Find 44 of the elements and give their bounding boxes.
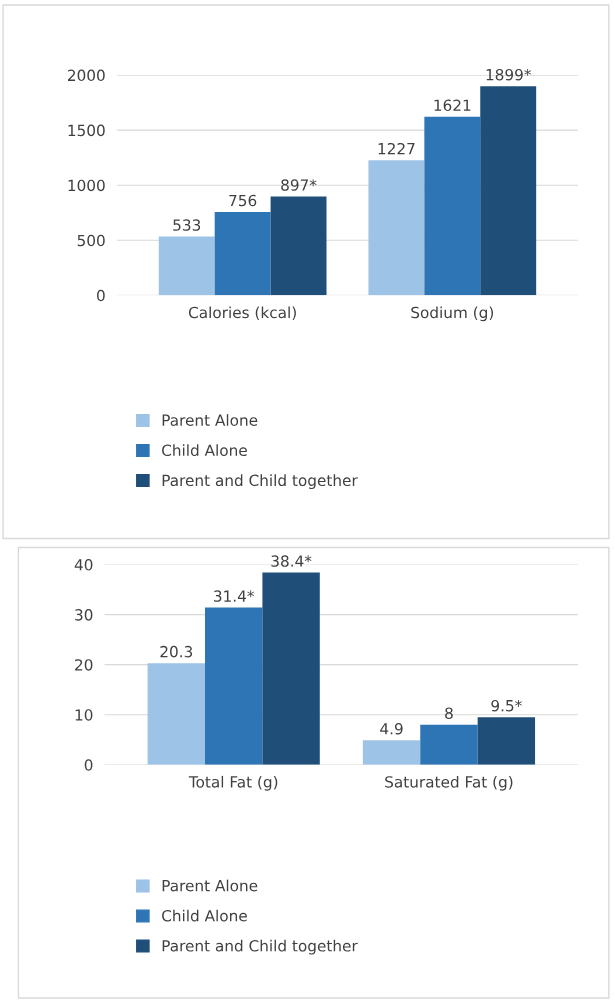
bar — [158, 236, 215, 296]
data-label: 9.5* — [491, 699, 522, 712]
y-tick-label: 20 — [75, 659, 93, 671]
x-tick-label: Calories (kcal) — [188, 306, 296, 321]
legend-label: Child Alone — [162, 909, 247, 922]
data-label: 4.9 — [380, 722, 403, 735]
data-label: 897* — [281, 179, 317, 191]
legend-label: Parent Alone — [162, 879, 258, 892]
y-tick-label: 0 — [97, 289, 105, 302]
y-tick-label: 30 — [75, 609, 93, 621]
data-label: 31.4* — [214, 590, 255, 602]
legend-label: Parent Alone — [162, 414, 258, 426]
legend-label: Parent and Child together — [162, 939, 358, 955]
y-tick-label: 2000 — [67, 69, 105, 82]
bar — [270, 196, 327, 296]
bar — [477, 717, 536, 765]
data-label: 20.3 — [160, 645, 193, 658]
data-label: 1227 — [378, 142, 415, 155]
y-tick-label: 500 — [77, 234, 105, 247]
legend-label: Child Alone — [162, 444, 247, 457]
legend-label: Parent and Child together — [162, 474, 358, 490]
bar — [214, 212, 271, 296]
y-tick-label: 10 — [75, 709, 93, 721]
bar — [262, 572, 320, 765]
bar — [147, 663, 205, 765]
data-label: 1621 — [434, 99, 471, 112]
x-tick-label: Saturated Fat (g) — [385, 775, 513, 791]
data-label: 533 — [173, 219, 201, 231]
bar — [424, 116, 481, 296]
bar — [420, 724, 478, 765]
y-tick-label: 1500 — [68, 124, 105, 137]
data-label: 1899* — [486, 68, 532, 81]
bar — [480, 86, 537, 296]
x-tick-label: Total Fat (g) — [188, 775, 278, 791]
data-label: 8 — [445, 707, 453, 719]
bar — [205, 607, 263, 765]
data-label: 756 — [229, 194, 257, 207]
y-tick-label: 1000 — [68, 179, 105, 192]
y-tick-label: 40 — [74, 559, 93, 571]
x-tick-label: Sodium (g) — [411, 306, 493, 322]
bar — [362, 740, 421, 765]
y-tick-label: 0 — [84, 759, 93, 771]
bar — [368, 160, 425, 296]
data-label: 38.4* — [271, 555, 312, 567]
